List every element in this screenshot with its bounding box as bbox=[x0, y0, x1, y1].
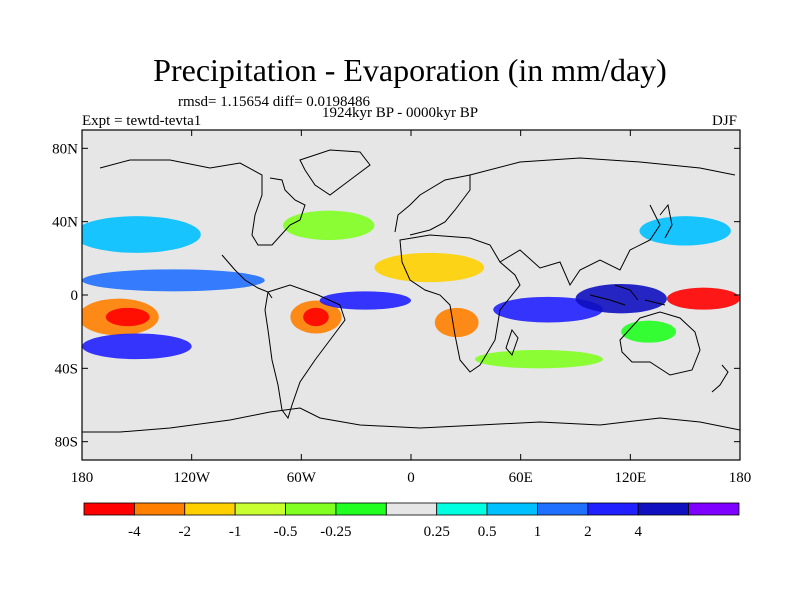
lon-tick-label: 120E bbox=[614, 470, 646, 486]
lon-tick-label: 120W bbox=[173, 470, 211, 486]
colorbar-swatch bbox=[486, 502, 538, 516]
field-region-south-indian-belt bbox=[474, 350, 603, 369]
colorbar-swatch bbox=[436, 502, 488, 516]
lon-tick-label: 0 bbox=[407, 470, 415, 486]
field-layer bbox=[82, 210, 740, 369]
madagascar-coast bbox=[505, 328, 519, 356]
period-label: 1924kyr BP - 0000kyr BP bbox=[322, 105, 479, 121]
lat-tick-label: 80N bbox=[52, 141, 78, 157]
colorbar-label: 0.5 bbox=[478, 524, 497, 540]
field-region-pacific-itcz bbox=[82, 269, 265, 292]
lat-tick-label: 0 bbox=[71, 288, 79, 304]
colorbar-swatch bbox=[184, 502, 236, 516]
map-axes: 80N 40N 0 40S 80S 180 120W 60W 0 60E 120E 180 bbox=[52, 130, 751, 486]
field-region-southern-africa-dry bbox=[434, 307, 479, 338]
colorbar-swatch bbox=[285, 502, 337, 516]
colorbar-swatch bbox=[637, 502, 690, 516]
colorbar-label: 0.25 bbox=[424, 524, 450, 540]
central-america-coast bbox=[221, 254, 273, 299]
lat-tick-label: 80S bbox=[55, 435, 78, 451]
lon-tick-label: 180 bbox=[729, 470, 752, 486]
colorbar-swatch bbox=[587, 502, 639, 516]
field-region-indian-ocean-wet bbox=[493, 296, 603, 323]
experiment-label: Expt = tewtd-tevta1 bbox=[82, 113, 202, 129]
field-region-north-atlantic bbox=[283, 210, 375, 240]
colorbar-label: -4 bbox=[128, 524, 141, 540]
colorbar-swatch bbox=[385, 502, 438, 516]
indonesia-coast bbox=[589, 284, 666, 306]
lon-tick-label: 180 bbox=[71, 470, 94, 486]
colorbar-swatch bbox=[83, 502, 135, 516]
new-zealand-coast bbox=[711, 364, 729, 393]
lon-tick-label: 60W bbox=[287, 470, 317, 486]
colorbar-label: -0.25 bbox=[320, 524, 351, 540]
colorbar-label: -2 bbox=[179, 524, 192, 540]
coastline-layer bbox=[82, 149, 740, 433]
colorbar-label: 4 bbox=[634, 524, 642, 540]
colorbar-swatch bbox=[537, 502, 589, 516]
colorbar-swatch bbox=[688, 502, 740, 516]
field-region-sahara-belt bbox=[374, 252, 485, 283]
antarctica-coast bbox=[82, 407, 740, 433]
field-region-maritime-continent bbox=[575, 284, 667, 314]
south-america-coast bbox=[264, 284, 346, 420]
colorbar-label: 1 bbox=[534, 524, 542, 540]
map-title: Precipitation - Evaporation (in mm/day) bbox=[153, 52, 667, 88]
lon-tick-label: 60E bbox=[509, 470, 533, 486]
field-region-australia-wet bbox=[621, 320, 677, 343]
field-region-atlantic-itcz bbox=[319, 291, 411, 310]
colorbar-label: -1 bbox=[229, 524, 242, 540]
lat-tick-label: 40S bbox=[55, 361, 78, 377]
rmsd-diff-stats: rmsd= 1.15654 diff= 0.0198486 bbox=[178, 94, 371, 110]
colorbar-label: -0.5 bbox=[274, 524, 298, 540]
australia-coast bbox=[619, 311, 701, 376]
colorbar: -4 -2 -1 -0.5 -0.25 0.25 0.5 1 2 4 bbox=[83, 502, 740, 540]
africa-coast bbox=[399, 234, 521, 373]
north-america-coast bbox=[99, 159, 306, 246]
colorbar-swatch bbox=[234, 502, 286, 516]
field-region-south-pacific-convergence bbox=[82, 333, 192, 360]
greenland-coast bbox=[299, 149, 371, 196]
field-region-east-pacific-core bbox=[105, 307, 150, 327]
field-region-kuroshio bbox=[639, 216, 731, 246]
colorbar-swatch bbox=[335, 502, 387, 516]
lat-tick-label: 40N bbox=[52, 215, 78, 231]
colorbar-label: 2 bbox=[584, 524, 592, 540]
field-region-west-pacific-dry bbox=[666, 287, 740, 310]
asia-coast bbox=[469, 157, 736, 287]
colorbar-swatch bbox=[133, 502, 186, 516]
season-label: DJF bbox=[712, 113, 738, 129]
field-region-north-pacific-storm bbox=[82, 216, 201, 253]
field-region-amazon-core bbox=[303, 307, 329, 327]
japan-coast bbox=[659, 203, 673, 239]
